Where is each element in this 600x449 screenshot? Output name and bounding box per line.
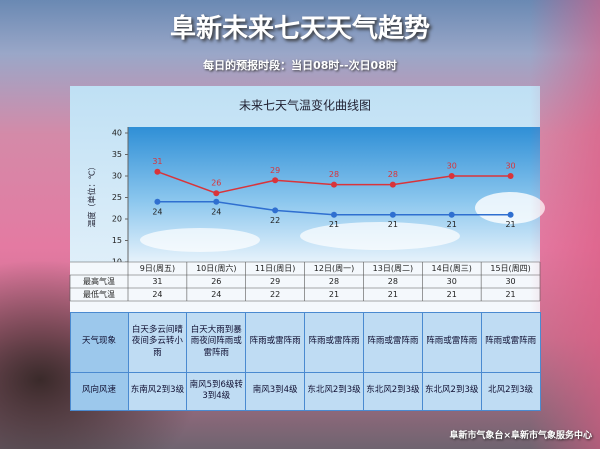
x-tick-label: 14日(周三) [432,264,472,273]
value-label: 22 [270,216,280,225]
table-value: 30 [447,277,457,286]
table-value: 21 [329,290,339,299]
table-bg [70,262,540,312]
point [507,173,514,179]
row-label: 最低气温 [83,289,115,299]
x-tick-label: 13日(周二) [373,264,413,273]
x-tick-label: 12日(周一) [314,264,354,273]
table-value: 26 [211,277,221,286]
table-cell: 阵雨或雷阵雨 [362,311,423,373]
value-label: 26 [211,179,221,188]
cloud [140,228,260,252]
value-label: 29 [270,166,280,175]
table-value: 22 [270,290,280,299]
y-tick-label: 20 [112,215,122,224]
table-cell: 东北风2到3级 [304,371,364,411]
value-label: 21 [505,220,515,229]
table-cell: 白天大雨到暴雨夜间阵雨或雷阵雨 [186,311,247,373]
value-label: 21 [447,220,457,229]
table-value: 24 [211,290,221,299]
y-tick-label: 35 [112,150,122,159]
value-label: 30 [505,162,515,171]
point [448,211,455,218]
y-axis-label: 温度（单位：℃） [87,163,97,228]
y-tick-label: 15 [112,236,122,245]
row-header: 风向风速 [69,371,129,411]
table-cell: 阵雨或雷阵雨 [421,311,482,373]
row-header: 天气现象 [69,311,129,373]
table-cell: 阵雨或雷阵雨 [480,311,541,373]
table-value: 28 [388,277,398,286]
table-cell: 东北风2到3级 [421,371,482,411]
table-value: 28 [329,277,339,286]
y-tick-label: 40 [112,129,122,138]
x-tick-label: 10日(周六) [196,263,236,273]
table-value: 29 [270,277,280,286]
value-label: 31 [152,157,162,166]
point [448,173,455,179]
chart-title: 未来七天气温变化曲线图 [239,98,371,113]
x-tick-label: 9日(周五) [140,264,175,273]
value-label: 24 [152,207,162,216]
x-tick-label: 15日(周四) [490,264,530,273]
table-cell: 北风2到3级 [480,371,541,411]
point [389,181,396,188]
table-cell: 东南风2到3级 [127,371,188,411]
point [154,198,161,205]
row-label: 最高气温 [83,276,115,286]
table-value: 21 [388,290,398,299]
point [272,177,279,184]
table-cell: 白天多云间晴夜间多云转小雨 [127,311,188,373]
point [389,211,396,218]
point [272,207,279,214]
value-label: 21 [388,220,398,229]
y-tick-label: 25 [112,193,122,202]
point [213,198,220,205]
value-label: 30 [447,162,457,171]
table-value: 21 [505,290,515,299]
table-value: 31 [152,277,162,286]
value-label: 21 [329,220,339,229]
title: 阜新未来七天天气趋势 [169,14,430,44]
table-cell: 阵雨或雷阵雨 [245,311,306,373]
table-cell: 南风3到4级 [245,371,306,411]
table-value: 21 [447,290,457,299]
table-value: 30 [505,277,515,286]
table-value: 24 [152,290,162,299]
subtitle: 每日的预报时段：当日08时--次日08时 [203,59,397,72]
point [331,211,337,218]
table-cell: 南风5到6级转3到4级 [186,371,247,411]
value-label: 24 [211,207,221,216]
point [331,181,337,188]
cloud [300,222,460,250]
value-label: 28 [329,170,339,179]
cloud [475,192,545,224]
value-label: 28 [388,170,398,179]
point [154,168,161,175]
x-tick-label: 11日(周日) [255,264,295,273]
weather-table: 天气现象 白天多云间晴夜间多云转小雨 白天大雨到暴雨夜间阵雨或雷阵雨 阵雨或雷阵雨 阵雨… [69,311,541,411]
point [507,211,514,218]
point [213,190,220,197]
table-cell: 阵雨或雷阵雨 [304,311,364,373]
table-cell: 东北风2到3级 [362,371,423,411]
y-tick-label: 30 [112,172,122,181]
credit: 阜新市气象台×阜新市气象服务中心 [449,431,592,441]
